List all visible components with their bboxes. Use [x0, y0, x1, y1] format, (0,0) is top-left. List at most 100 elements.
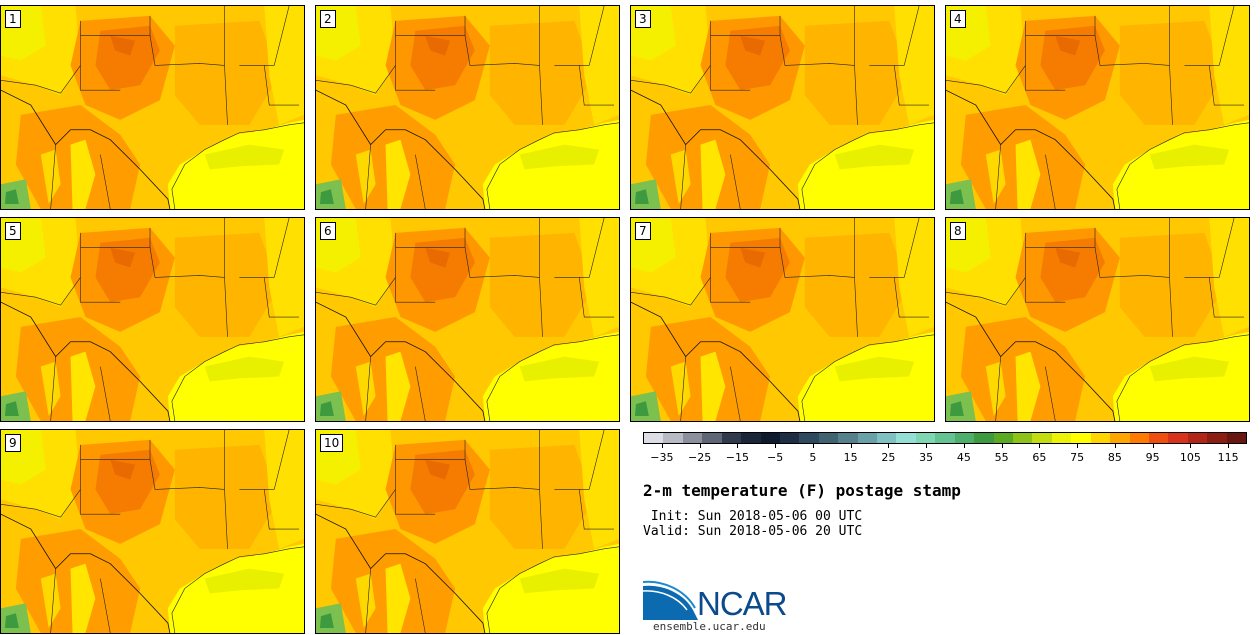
colorbar-swatch — [1013, 433, 1033, 443]
colorbar-swatch — [1187, 433, 1208, 443]
ncar-logo-icon — [643, 580, 698, 620]
temperature-map — [631, 6, 934, 209]
colorbar-swatch — [935, 433, 955, 443]
member-number-badge: 8 — [950, 222, 966, 240]
member-number-badge: 3 — [635, 10, 651, 28]
colorbar-tick-label: 105 — [1179, 451, 1201, 464]
ncar-wordmark: NCAR — [697, 585, 788, 622]
member-number-badge: 2 — [320, 10, 336, 28]
colorbar-tick-label: 85 — [1107, 451, 1122, 464]
ensemble-member-panel-7: 7 — [630, 217, 935, 422]
temperature-map — [316, 6, 619, 209]
colorbar-tick-label: 5 — [809, 451, 817, 464]
colorbar-swatch — [1168, 433, 1188, 443]
colorbar-tick — [661, 444, 663, 448]
temperature-colorbar — [643, 432, 1247, 444]
valid-time: Valid: Sun 2018-05-06 20 UTC — [643, 524, 863, 539]
colorbar-ticks: −35 −25 −15 −5 5 15 25 35 45 55 65 75 85 95 105 115 — [643, 444, 1247, 466]
ensemble-member-panel-6: 6 — [315, 217, 620, 422]
colorbar-swatch — [838, 433, 858, 443]
member-number-badge: 10 — [320, 434, 344, 452]
colorbar-tick-label: −25 — [688, 451, 712, 464]
colorbar-swatch — [760, 433, 780, 443]
colorbar-swatch — [741, 433, 761, 443]
ensemble-member-panel-3: 3 — [630, 5, 935, 210]
colorbar-tick — [775, 444, 777, 448]
colorbar-swatch — [1051, 433, 1072, 443]
colorbar-tick-label: 65 — [1032, 451, 1047, 464]
member-number-badge: 7 — [635, 222, 651, 240]
colorbar-tick-label: 45 — [956, 451, 971, 464]
ensemble-member-panel-1: 1 — [0, 5, 305, 210]
ensemble-member-panel-5: 5 — [0, 217, 305, 422]
colorbar-tick-label: 115 — [1217, 451, 1239, 464]
colorbar-tick — [926, 444, 928, 448]
colorbar-tick-label: 35 — [919, 451, 934, 464]
ensemble-member-panel-2: 2 — [315, 5, 620, 210]
colorbar-tick — [1039, 444, 1041, 448]
member-number-badge: 4 — [950, 10, 966, 28]
colorbar-tick — [888, 444, 890, 448]
temperature-map — [1, 218, 304, 421]
colorbar-swatch — [1129, 433, 1149, 443]
colorbar-swatch — [1032, 433, 1052, 443]
colorbar-swatch — [857, 433, 878, 443]
member-number-badge: 5 — [5, 222, 21, 240]
temperature-map — [316, 218, 619, 421]
temperature-map — [946, 218, 1249, 421]
temperature-map — [946, 6, 1249, 209]
colorbar-tick-label: −15 — [725, 451, 749, 464]
colorbar-tick — [812, 444, 814, 448]
colorbar-tick — [1152, 444, 1154, 448]
page-title: 2-m temperature (F) postage stamp — [643, 481, 961, 500]
colorbar-tick — [1228, 444, 1230, 448]
colorbar-swatch — [1110, 433, 1130, 443]
member-number-badge: 6 — [320, 222, 336, 240]
colorbar-swatch — [702, 433, 722, 443]
colorbar-swatch — [682, 433, 703, 443]
colorbar-swatch — [974, 433, 994, 443]
colorbar-tick-label: 95 — [1145, 451, 1160, 464]
colorbar-tick-label: −5 — [767, 451, 784, 464]
colorbar-swatch — [721, 433, 742, 443]
colorbar-tick-label: −35 — [650, 451, 674, 464]
temperature-map — [316, 430, 619, 633]
init-time: Init: Sun 2018-05-06 00 UTC — [643, 509, 863, 524]
temperature-map — [631, 218, 934, 421]
colorbar-tick — [850, 444, 852, 448]
colorbar-swatch — [1207, 433, 1227, 443]
colorbar-swatch — [644, 433, 664, 443]
colorbar-swatch — [799, 433, 819, 443]
colorbar-swatch — [877, 433, 897, 443]
temperature-map — [1, 6, 304, 209]
colorbar-swatch — [1090, 433, 1111, 443]
member-number-badge: 1 — [5, 10, 21, 28]
colorbar-tick — [1190, 444, 1192, 448]
colorbar-tick — [699, 444, 701, 448]
colorbar-swatch — [915, 433, 936, 443]
colorbar-swatch — [896, 433, 916, 443]
ensemble-member-panel-4: 4 — [945, 5, 1250, 210]
ensemble-member-panel-9: 9 — [0, 429, 305, 634]
colorbar-tick — [1114, 444, 1116, 448]
ensemble-member-panel-8: 8 — [945, 217, 1250, 422]
colorbar-tick-label: 75 — [1070, 451, 1085, 464]
colorbar-swatch — [663, 433, 683, 443]
colorbar-swatch — [1071, 433, 1091, 443]
colorbar-tick-label: 25 — [881, 451, 896, 464]
colorbar-tick — [1001, 444, 1003, 448]
member-number-badge: 9 — [5, 434, 21, 452]
site-url: ensemble.ucar.edu — [653, 620, 766, 633]
colorbar-tick — [963, 444, 965, 448]
colorbar-swatch — [1148, 433, 1169, 443]
colorbar-tick-label: 55 — [994, 451, 1009, 464]
temperature-map — [1, 430, 304, 633]
colorbar-tick — [737, 444, 739, 448]
colorbar-tick — [1077, 444, 1079, 448]
colorbar-tick-label: 15 — [843, 451, 858, 464]
colorbar-swatch — [818, 433, 839, 443]
colorbar-swatch — [954, 433, 975, 443]
colorbar-swatch — [993, 433, 1014, 443]
colorbar-swatch — [1226, 433, 1247, 443]
ensemble-member-panel-10: 10 — [315, 429, 620, 634]
